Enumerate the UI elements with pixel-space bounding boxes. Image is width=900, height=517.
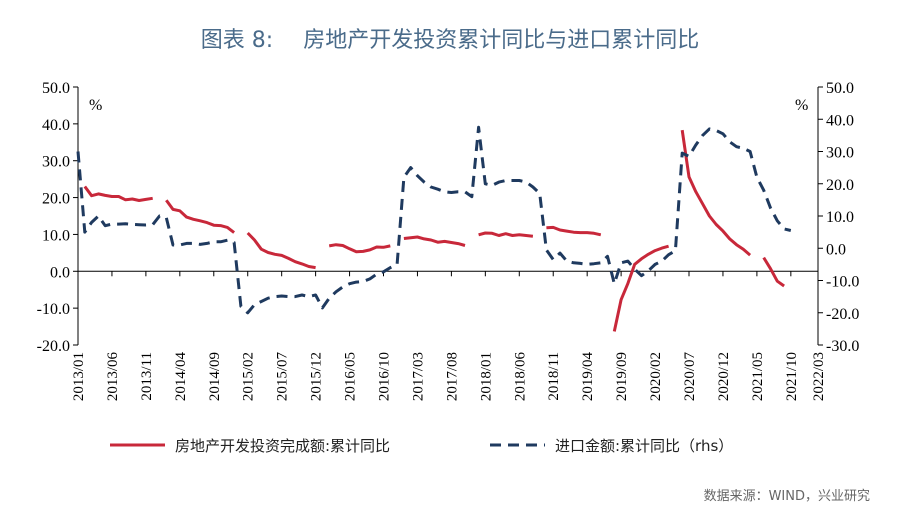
chart-title: 图表 8: 房地产开发投资累计同比与进口累计同比 (0, 22, 900, 54)
right-tick-label: 40.0 (826, 112, 854, 129)
left-tick-label: 50.0 (42, 80, 70, 97)
series-line-2 (76, 125, 792, 315)
left-tick-label: 0.0 (50, 264, 70, 281)
x-tick-label: 2014/09 (207, 352, 223, 401)
right-tick-label: -20.0 (826, 306, 859, 323)
x-tick-label: 2020/07 (682, 352, 698, 402)
right-tick-label: -30.0 (826, 338, 859, 355)
series-layer (76, 125, 792, 332)
x-tick-label: 2015/07 (275, 352, 291, 402)
figure-number: 图表 8: (200, 28, 274, 53)
left-tick-label: 30.0 (42, 154, 70, 171)
x-tick-label: 2014/04 (173, 352, 189, 402)
right-tick-label: -10.0 (826, 274, 859, 291)
series-line-1 (83, 129, 785, 332)
legend-label-series2: 进口金额:累计同比（rhs） (555, 437, 733, 455)
right-tick-label: 10.0 (826, 209, 854, 226)
x-tick-label: 2015/12 (309, 352, 325, 401)
figure-title: 房地产开发投资累计同比与进口累计同比 (303, 28, 700, 53)
x-tick-label: 2016/05 (343, 352, 359, 401)
left-tick-label: -10.0 (37, 301, 70, 318)
x-tick-label: 2013/06 (105, 352, 121, 402)
x-tick-label: 2015/02 (241, 352, 257, 401)
right-tick-label: 20.0 (826, 177, 854, 194)
left-tick-label: -20.0 (37, 338, 70, 355)
x-tick-label: 2019/04 (580, 352, 596, 402)
left-tick-label: 10.0 (42, 227, 70, 244)
source-note: 数据来源：WIND，兴业研究 (703, 489, 870, 504)
x-tick-label: 2016/10 (377, 352, 393, 401)
left-unit-label: % (89, 97, 102, 114)
x-tick-label: 2018/01 (478, 352, 494, 401)
x-tick-label: 2021/10 (784, 352, 800, 401)
left-tick-label: 20.0 (42, 191, 70, 208)
right-tick-label: 0.0 (826, 241, 846, 258)
legend: 房地产开发投资完成额:累计同比 进口金额:累计同比（rhs） (110, 437, 733, 455)
x-tick-label: 2020/12 (716, 352, 732, 401)
axes-layer: 50.0 40.0 30.0 20.0 10.0 0.0 -10.0 -20.0 50.0 40.… (37, 80, 860, 401)
x-tick-label: 2013/01 (71, 352, 87, 401)
x-tick-label: 2021/05 (750, 352, 766, 401)
x-tick-label: 2018/11 (546, 352, 562, 401)
x-tick-label: 2018/06 (512, 352, 528, 402)
x-tick-label: 2020/02 (648, 352, 664, 401)
x-tick-label: 2019/09 (614, 352, 630, 401)
left-tick-label: 40.0 (42, 117, 70, 134)
right-unit-label: % (795, 97, 808, 114)
right-tick-label: 50.0 (826, 80, 854, 97)
x-tick-label: 2022/03 (811, 352, 827, 401)
x-tick-label: 2017/03 (410, 352, 426, 401)
x-tick-label: 2013/11 (139, 352, 155, 401)
right-tick-label: 30.0 (826, 145, 854, 162)
x-tick-label: 2017/08 (444, 352, 460, 401)
legend-label-series1: 房地产开发投资完成额:累计同比 (175, 437, 390, 455)
